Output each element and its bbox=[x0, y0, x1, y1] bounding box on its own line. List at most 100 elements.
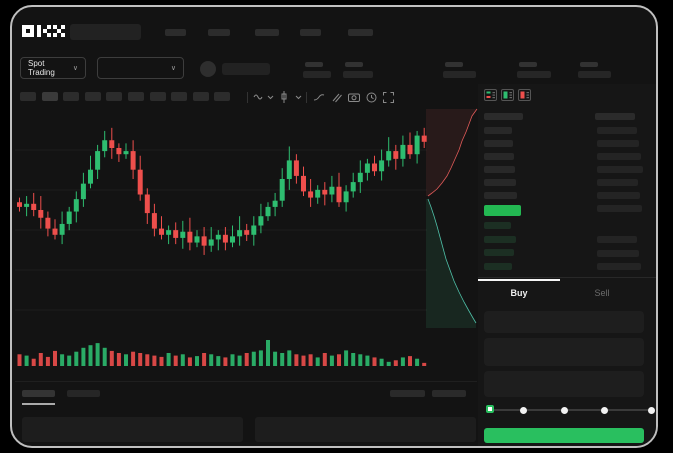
candle-wick bbox=[217, 230, 219, 251]
volume-bar bbox=[287, 350, 292, 366]
total-input[interactable] bbox=[484, 371, 644, 397]
timeframe-pill[interactable] bbox=[84, 92, 101, 101]
chevron-down-icon[interactable] bbox=[267, 95, 274, 100]
volume-bar bbox=[173, 355, 178, 366]
bid-price-row[interactable] bbox=[484, 263, 512, 270]
nav-item-slot[interactable] bbox=[165, 29, 186, 36]
bid-price-row[interactable] bbox=[484, 236, 516, 243]
asks-book-icon[interactable] bbox=[518, 89, 531, 101]
timeframe-pill[interactable] bbox=[63, 92, 80, 101]
timeframe-pill[interactable] bbox=[106, 92, 123, 101]
coin-avatar bbox=[200, 61, 216, 77]
bottom-action-slot[interactable] bbox=[432, 390, 466, 397]
stat-label-slot bbox=[445, 62, 463, 67]
slider-stop[interactable] bbox=[561, 407, 568, 414]
timeframe-pill[interactable] bbox=[171, 92, 188, 101]
buy-submit-button[interactable] bbox=[484, 428, 644, 443]
orderbook-amount-row[interactable] bbox=[597, 192, 640, 199]
candle-body bbox=[230, 236, 235, 243]
candle-body bbox=[52, 228, 58, 235]
slider-stop[interactable] bbox=[648, 407, 655, 414]
volume-bars bbox=[17, 340, 427, 366]
bid-price-row[interactable] bbox=[484, 249, 514, 256]
orderbook-amount-row[interactable] bbox=[597, 166, 643, 173]
candle-body bbox=[322, 189, 328, 195]
slider-stop[interactable] bbox=[520, 407, 527, 414]
slider-handle-selected[interactable] bbox=[486, 405, 494, 413]
tab-sell[interactable]: Sell bbox=[594, 288, 610, 298]
ask-price-row[interactable] bbox=[484, 140, 513, 147]
ask-price-row[interactable] bbox=[484, 153, 514, 160]
nav-item-slot[interactable] bbox=[348, 29, 373, 36]
ask-price-row[interactable] bbox=[484, 166, 515, 173]
candle-body bbox=[244, 230, 250, 235]
timeframe-pill[interactable] bbox=[214, 92, 231, 101]
clock-icon[interactable] bbox=[366, 92, 377, 103]
bottom-panel-right[interactable] bbox=[255, 417, 476, 442]
bid-price-row[interactable] bbox=[484, 222, 511, 229]
candle-style-icon[interactable] bbox=[281, 91, 291, 103]
ask-price-row[interactable] bbox=[484, 127, 512, 134]
candle-body bbox=[343, 191, 349, 203]
bottom-tab-active-slot[interactable] bbox=[22, 390, 55, 397]
candle-body bbox=[350, 182, 356, 192]
volume-bar bbox=[109, 350, 114, 366]
orderbook-amount-row[interactable] bbox=[597, 205, 642, 212]
depth-ask-area bbox=[426, 109, 477, 196]
timeframe-pill[interactable] bbox=[20, 92, 36, 101]
candle-body bbox=[151, 213, 157, 229]
amount-input[interactable] bbox=[484, 338, 644, 366]
pair-selector-dropdown[interactable]: ∨ bbox=[97, 57, 184, 79]
volume-bar bbox=[152, 355, 157, 366]
orderbook-amount-row[interactable] bbox=[597, 179, 638, 186]
price-input[interactable] bbox=[484, 311, 644, 333]
depth-bid-line bbox=[427, 198, 477, 324]
volume-bar bbox=[400, 357, 405, 366]
slider-stop[interactable] bbox=[601, 407, 608, 414]
orderbook-amount-row[interactable] bbox=[597, 140, 639, 147]
volume-bar bbox=[329, 355, 334, 366]
stat-value-slot bbox=[443, 71, 476, 78]
candle-body bbox=[258, 216, 264, 226]
spot-trading-dropdown[interactable]: Spot Trading ∨ bbox=[20, 57, 86, 79]
candle-body bbox=[116, 148, 122, 155]
amount-slider-track[interactable] bbox=[492, 409, 655, 411]
candle-body bbox=[45, 217, 51, 229]
orderbook-amount-row[interactable] bbox=[597, 263, 641, 270]
orderbook-amount-row[interactable] bbox=[597, 127, 637, 134]
last-price-row[interactable] bbox=[484, 205, 521, 216]
timeframe-pill[interactable] bbox=[192, 92, 209, 101]
fullscreen-icon[interactable] bbox=[383, 92, 394, 103]
header-search-placeholder[interactable] bbox=[70, 24, 141, 40]
indicator-wave-icon[interactable] bbox=[253, 92, 265, 102]
orderbook-amount-row[interactable] bbox=[597, 153, 641, 160]
stat-value-slot bbox=[517, 71, 551, 78]
orderbook-amount-row[interactable] bbox=[597, 250, 639, 257]
tab-buy[interactable]: Buy bbox=[510, 288, 528, 298]
chevron-down-icon[interactable] bbox=[295, 95, 302, 100]
camera-icon[interactable] bbox=[348, 92, 360, 102]
volume-bar bbox=[74, 351, 79, 366]
combined-book-icon[interactable] bbox=[484, 89, 497, 101]
orderbook-amount-row[interactable] bbox=[597, 236, 637, 243]
timeframe-pill[interactable] bbox=[128, 92, 144, 101]
volume-bar bbox=[145, 354, 150, 366]
bottom-panel-left[interactable] bbox=[22, 417, 243, 442]
candle-body bbox=[308, 191, 314, 198]
bottom-tab-slot[interactable] bbox=[67, 390, 100, 397]
active-tab-underline bbox=[478, 279, 560, 281]
nav-item-slot[interactable] bbox=[255, 29, 279, 36]
bottom-action-slot[interactable] bbox=[390, 390, 425, 397]
candle-body bbox=[393, 151, 399, 159]
ask-price-row[interactable] bbox=[484, 179, 516, 186]
draw-icon[interactable] bbox=[331, 92, 342, 103]
okx-logo[interactable] bbox=[22, 23, 65, 39]
timeframe-pill[interactable] bbox=[149, 92, 166, 101]
nav-item-slot[interactable] bbox=[300, 29, 321, 36]
nav-item-slot[interactable] bbox=[208, 29, 230, 36]
stat-label-slot bbox=[305, 62, 323, 67]
ask-price-row[interactable] bbox=[484, 192, 517, 199]
bids-book-icon[interactable] bbox=[501, 89, 514, 101]
trendline-icon[interactable] bbox=[313, 93, 325, 102]
timeframe-pill[interactable] bbox=[41, 92, 58, 101]
